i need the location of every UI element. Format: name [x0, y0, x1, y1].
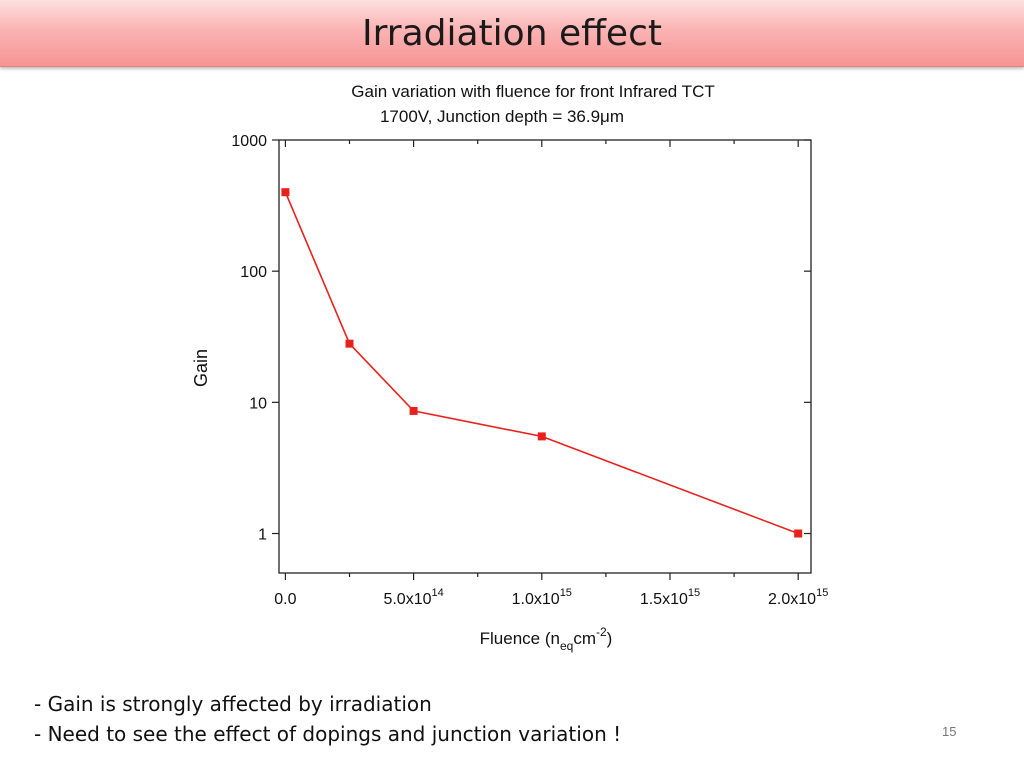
data-point [794, 529, 803, 538]
bullet-item: - Need to see the effect of dopings and … [34, 722, 622, 746]
chart-subtitle: 1700V, Junction depth = 36.9μm [380, 107, 624, 126]
x-tick-label: 0.0 [274, 591, 296, 608]
x-tick-label-text: 5.0x1014 [383, 587, 443, 608]
x-tick-label: 1.0x1015 [512, 587, 572, 608]
y-tick-label: 10 [249, 395, 267, 412]
slide-title: Irradiation effect [362, 12, 662, 54]
chart-title: Gain variation with fluence for front In… [351, 82, 714, 101]
data-point [537, 432, 546, 441]
bullet-list: - Gain is strongly affected by irradiati… [34, 689, 621, 749]
x-tick-label-text: 1.5x1015 [640, 587, 700, 608]
page-number: 15 [942, 724, 957, 739]
data-point [281, 188, 290, 197]
y-tick-label: 1000 [231, 133, 267, 150]
x-tick-label: 5.0x1014 [383, 587, 443, 608]
x-axis-label: Fluence (neqcm-2) [480, 625, 613, 653]
x-tick-label: 2.0x1015 [768, 587, 828, 608]
data-point [409, 406, 418, 415]
y-tick-label: 1 [258, 527, 267, 544]
chart: Gain variation with fluence for front In… [191, 82, 828, 653]
y-axis-label: Gain [191, 349, 211, 387]
bullet-item: - Gain is strongly affected by irradiati… [34, 692, 432, 716]
title-bar: Irradiation effect [0, 0, 1024, 67]
x-tick-label: 1.5x1015 [640, 587, 700, 608]
x-tick-label-text: 1.0x1015 [512, 587, 572, 608]
data-point [345, 339, 354, 348]
x-tick-label-text: 0.0 [274, 591, 296, 608]
plot-frame [278, 139, 812, 574]
y-tick-label: 100 [240, 264, 267, 281]
x-tick-label-text: 2.0x1015 [768, 587, 828, 608]
series-line [284, 191, 799, 535]
